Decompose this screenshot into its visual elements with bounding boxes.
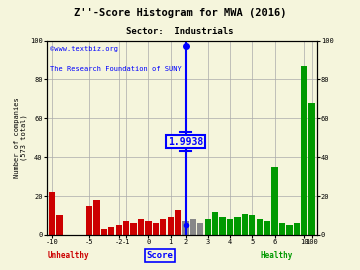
Bar xyxy=(234,217,240,235)
Bar xyxy=(145,221,152,235)
Bar xyxy=(257,219,263,235)
Text: Healthy: Healthy xyxy=(260,251,292,260)
Text: Z''-Score Histogram for MWA (2016): Z''-Score Histogram for MWA (2016) xyxy=(74,8,286,18)
Y-axis label: Number of companies
(573 total): Number of companies (573 total) xyxy=(14,97,27,178)
Bar xyxy=(197,223,203,235)
Bar xyxy=(309,103,315,235)
Bar xyxy=(160,219,166,235)
Text: The Research Foundation of SUNY: The Research Foundation of SUNY xyxy=(50,66,181,72)
Bar xyxy=(49,192,55,235)
Bar xyxy=(183,221,189,235)
Bar xyxy=(227,219,233,235)
Bar xyxy=(301,66,307,235)
Text: Sector:  Industrials: Sector: Industrials xyxy=(126,27,234,36)
Text: Unhealthy: Unhealthy xyxy=(48,251,89,260)
Bar xyxy=(167,217,174,235)
Bar xyxy=(86,206,92,235)
Text: 1.9938: 1.9938 xyxy=(168,137,203,147)
Bar xyxy=(220,217,226,235)
Bar xyxy=(212,212,218,235)
Bar xyxy=(56,215,63,235)
Text: ©www.textbiz.org: ©www.textbiz.org xyxy=(50,46,117,52)
Bar xyxy=(204,219,211,235)
Bar xyxy=(101,229,107,235)
Text: Score: Score xyxy=(147,251,174,260)
Bar xyxy=(153,223,159,235)
Bar xyxy=(249,215,255,235)
Bar xyxy=(138,219,144,235)
Bar xyxy=(123,221,129,235)
Bar xyxy=(242,214,248,235)
Bar xyxy=(264,221,270,235)
Bar xyxy=(175,210,181,235)
Bar xyxy=(130,223,137,235)
Bar xyxy=(271,167,278,235)
Bar xyxy=(108,227,114,235)
Bar xyxy=(116,225,122,235)
Bar xyxy=(279,223,285,235)
Bar xyxy=(294,223,300,235)
Bar xyxy=(93,200,100,235)
Bar xyxy=(190,219,196,235)
Bar xyxy=(286,225,293,235)
